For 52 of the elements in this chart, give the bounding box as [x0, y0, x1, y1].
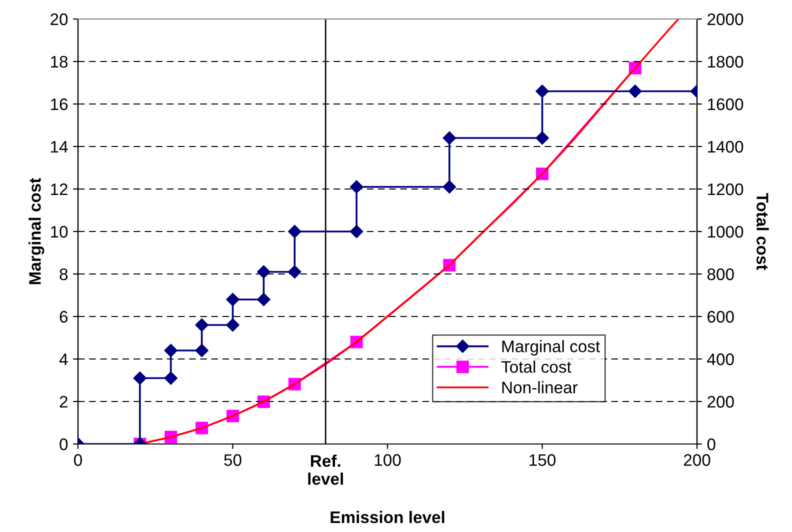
- point: [350, 180, 364, 194]
- point: [628, 84, 642, 98]
- y-tick-label: 8: [60, 268, 68, 280]
- point: [288, 265, 302, 278]
- y-tick-label: 18: [51, 56, 68, 68]
- point: [442, 131, 456, 145]
- y2-tick-label: 600: [708, 310, 734, 323]
- y2-tick-label: 2000: [708, 13, 744, 26]
- y2-tick-label: 800: [707, 268, 734, 280]
- y-tick-label: 20: [50, 13, 68, 26]
- point: [164, 344, 178, 358]
- legend-label: Marginal cost: [502, 340, 600, 356]
- point: [288, 224, 302, 238]
- y-axis-title: Marginal cost: [28, 178, 44, 284]
- y2-tick-label: 1400: [708, 140, 744, 153]
- y2-tick-label: 1800: [708, 56, 744, 68]
- point: [257, 265, 270, 278]
- x-tick-label: 50: [224, 454, 242, 466]
- y2-tick-label: 0: [707, 438, 716, 450]
- y2-tick-label: 1600: [708, 98, 744, 110]
- y-tick-label: 0: [60, 438, 68, 450]
- point: [133, 372, 146, 385]
- y2-tick-label: 400: [707, 353, 734, 366]
- y-tick-label: 2: [60, 396, 68, 408]
- y-tick-label: 14: [51, 141, 68, 153]
- x-tick-label: 100: [374, 454, 401, 466]
- point: [226, 318, 240, 332]
- point: [195, 318, 208, 332]
- x-tick-label: 200: [684, 454, 710, 466]
- point: [536, 84, 549, 98]
- point: [195, 344, 208, 358]
- x-tick-label: 0: [74, 454, 82, 466]
- y-tick-label: 6: [60, 310, 68, 323]
- ref-line-label: Ref. level: [308, 454, 343, 485]
- y2-axis-title: Total cost: [756, 192, 769, 270]
- y2-tick-label: 1200: [708, 183, 744, 196]
- point: [442, 180, 456, 194]
- legend-label: Total cost: [501, 360, 572, 373]
- x-axis-title: Emission level: [330, 510, 444, 524]
- y-tick-label: 4: [59, 354, 68, 366]
- legend-label: Non-linear: [502, 381, 578, 394]
- y-tick-label: 10: [51, 226, 68, 238]
- point: [164, 372, 178, 385]
- y2-tick-label: 200: [708, 396, 734, 408]
- point: [257, 292, 270, 306]
- x-tick-label: 150: [530, 454, 556, 466]
- point: [536, 131, 549, 145]
- y-tick-label: 16: [51, 98, 68, 110]
- point: [350, 224, 364, 238]
- y2-tick-label: 1000: [708, 226, 744, 238]
- point: [226, 292, 240, 306]
- y-tick-label: 12: [51, 183, 68, 196]
